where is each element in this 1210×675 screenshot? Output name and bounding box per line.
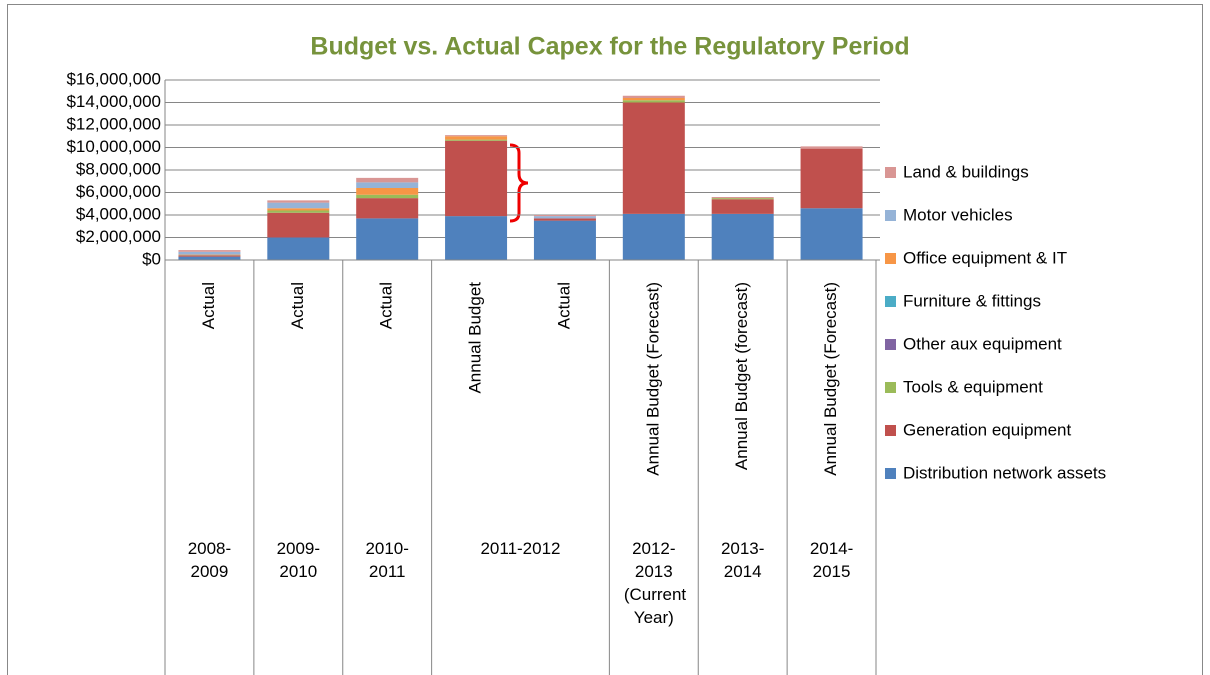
bar-segment bbox=[711, 197, 774, 199]
bar-segment bbox=[178, 250, 241, 252]
legend-swatch bbox=[885, 425, 896, 436]
y-tick-label: $0 bbox=[142, 249, 161, 268]
bar-segment bbox=[356, 218, 419, 260]
y-tick-label: $14,000,000 bbox=[66, 92, 161, 111]
x-tick-label: Annual Budget bbox=[466, 282, 485, 394]
bar-segment bbox=[267, 210, 330, 213]
legend-swatch bbox=[885, 296, 896, 307]
legend-swatch bbox=[885, 468, 896, 479]
brace-annotation bbox=[509, 143, 529, 223]
legend-label: Motor vehicles bbox=[903, 205, 1013, 224]
bar-segment bbox=[445, 139, 508, 141]
x-tick-label: Actual bbox=[554, 282, 573, 329]
chart-frame bbox=[7, 4, 1203, 675]
bar-segment bbox=[533, 215, 596, 217]
group-label: 2011-2012 bbox=[480, 539, 561, 558]
bar-segment bbox=[267, 237, 330, 260]
legend-swatch bbox=[885, 382, 896, 393]
bar-segment bbox=[178, 254, 241, 256]
group-label: 2009-2010 bbox=[276, 539, 321, 581]
bar-segment bbox=[356, 194, 419, 199]
bar-segment bbox=[622, 95, 685, 98]
group-label-box: 2014-2015 bbox=[809, 539, 854, 581]
legend-label: Office equipment & IT bbox=[903, 248, 1067, 267]
legend-label: Distribution network assets bbox=[903, 463, 1106, 482]
legend-label: Land & buildings bbox=[903, 162, 1029, 181]
legend-swatch bbox=[885, 253, 896, 264]
bar-segment bbox=[533, 220, 596, 260]
y-tick-label: $12,000,000 bbox=[66, 114, 161, 133]
bar-segment bbox=[178, 255, 241, 257]
bar-segment bbox=[533, 218, 596, 221]
x-tick-label: Annual Budget (forecast) bbox=[732, 282, 751, 470]
x-tick-label: Actual bbox=[288, 282, 307, 329]
bar-segment bbox=[445, 135, 508, 137]
group-label: 2008-2009 bbox=[187, 539, 232, 581]
group-label-box: 2012-2013 (Current Year) bbox=[623, 539, 687, 627]
bar-segment bbox=[356, 177, 419, 183]
legend-label: Furniture & fittings bbox=[903, 291, 1041, 310]
legend-label: Generation equipment bbox=[903, 420, 1072, 439]
x-tick-label: Annual Budget (Forecast) bbox=[821, 282, 840, 476]
bar-segment bbox=[800, 208, 863, 260]
bar-segment bbox=[622, 98, 685, 101]
group-label: 2010-2011 bbox=[365, 539, 409, 581]
bar-segment bbox=[356, 188, 419, 195]
bar-segment bbox=[711, 198, 774, 200]
bar-segment bbox=[178, 251, 241, 255]
bar-segment bbox=[445, 216, 508, 260]
bar-segment bbox=[800, 148, 863, 209]
bar-segment bbox=[711, 213, 774, 260]
bar-segment bbox=[178, 256, 241, 260]
bar-segment bbox=[533, 216, 596, 219]
bar-segment bbox=[267, 202, 330, 209]
y-tick-label: $16,000,000 bbox=[66, 69, 161, 88]
bar-segment bbox=[445, 136, 508, 140]
legend-label: Tools & equipment bbox=[903, 377, 1043, 396]
group-label: 2013-2014 bbox=[720, 539, 765, 581]
bar-segment bbox=[267, 208, 330, 211]
bar-segment bbox=[267, 200, 330, 203]
legend-swatch bbox=[885, 339, 896, 350]
bar-segment bbox=[356, 182, 419, 188]
chart-title: Budget vs. Actual Capex for the Regulato… bbox=[310, 33, 909, 61]
legend-label: Other aux equipment bbox=[903, 334, 1062, 353]
x-tick-label: Actual bbox=[199, 282, 218, 329]
group-label-box: 2009-2010 bbox=[276, 539, 321, 581]
bar-segment bbox=[622, 102, 685, 214]
y-tick-label: $6,000,000 bbox=[76, 182, 161, 201]
bar-segment bbox=[356, 198, 419, 219]
y-tick-label: $4,000,000 bbox=[76, 204, 161, 223]
group-label-box: 2013-2014 bbox=[720, 539, 765, 581]
legend-swatch bbox=[885, 167, 896, 178]
legend-swatch bbox=[885, 210, 896, 221]
bar-segment bbox=[800, 146, 863, 149]
y-tick-label: $10,000,000 bbox=[66, 137, 161, 156]
y-tick-label: $2,000,000 bbox=[76, 227, 161, 246]
group-label-box: 2010-2011 bbox=[365, 539, 409, 581]
bar-segment bbox=[711, 199, 774, 214]
bar-segment bbox=[622, 100, 685, 103]
y-tick-label: $8,000,000 bbox=[76, 159, 161, 178]
bar-segment bbox=[445, 140, 508, 217]
group-label: 2014-2015 bbox=[809, 539, 854, 581]
group-label-box: 2011-2012 bbox=[480, 539, 561, 558]
group-label-box: 2008-2009 bbox=[187, 539, 232, 581]
bar-segment bbox=[267, 212, 330, 238]
group-label: 2012-2013 (Current Year) bbox=[623, 539, 687, 627]
bar-segment bbox=[622, 213, 685, 260]
x-tick-label: Actual bbox=[377, 282, 396, 329]
x-tick-label: Annual Budget (Forecast) bbox=[643, 282, 662, 476]
